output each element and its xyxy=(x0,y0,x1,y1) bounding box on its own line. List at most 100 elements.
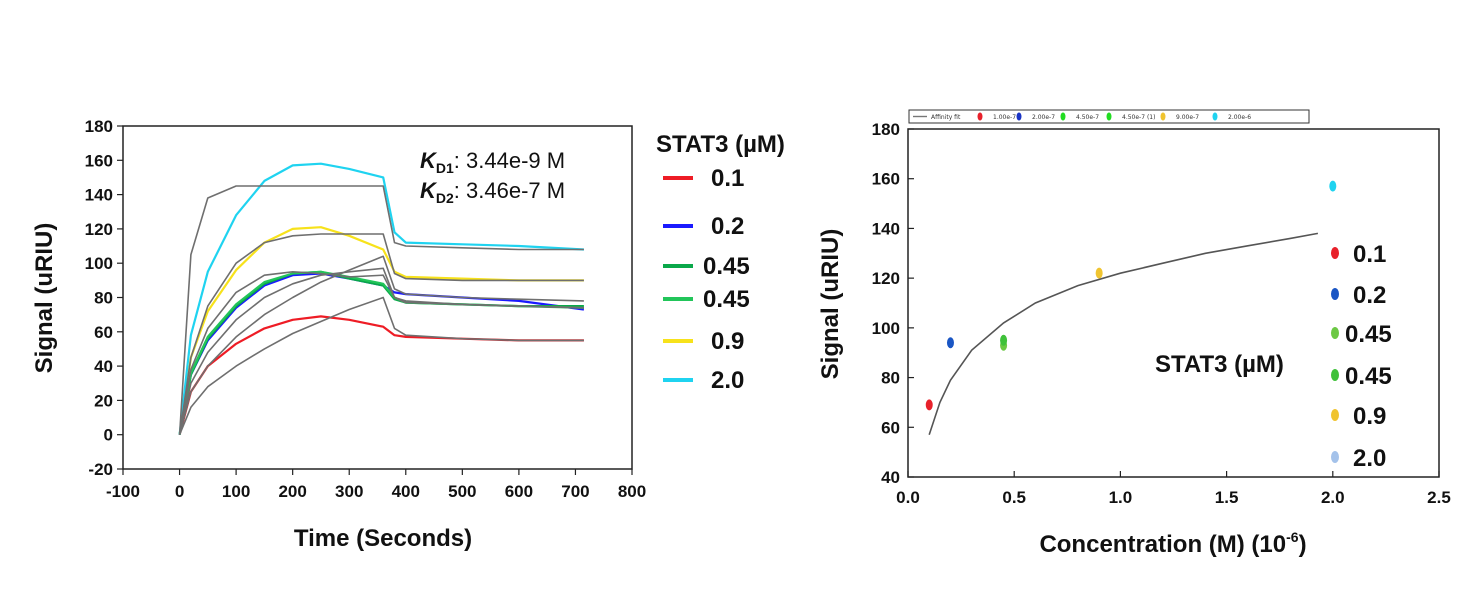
right-x-tick-label: 0.5 xyxy=(1002,488,1026,507)
mini-legend-dot xyxy=(1060,112,1066,121)
right-y-tick-label: 100 xyxy=(872,319,900,338)
mini-legend-dot xyxy=(1212,112,1218,121)
right-y-tick-label: 60 xyxy=(881,418,900,437)
left-x-tick-label: 200 xyxy=(278,482,306,501)
sensorgram-fit-line xyxy=(178,255,584,435)
right-x-axis-title: Concentration (M) (10-6) xyxy=(1039,529,1306,558)
affinity-point-0.2 xyxy=(946,337,954,349)
left-legend-label: 0.45 xyxy=(703,253,750,280)
affinity-point-0.9 xyxy=(1095,267,1103,279)
sensorgram-fit-line xyxy=(178,296,584,436)
right-x-ticks: 0.0 0.5 1.0 1.5 2.0 2.5 xyxy=(896,471,1451,507)
mini-legend-dot xyxy=(1160,112,1166,121)
left-x-ticks: -100 0 100 200 300 400 500 600 700 800 xyxy=(106,469,646,501)
right-plot-frame xyxy=(907,128,1440,478)
affinity-point-2.0 xyxy=(1329,180,1337,192)
left-legend-label: 0.1 xyxy=(711,165,744,192)
right-y-tick-label: 140 xyxy=(872,219,900,238)
right-legend-label: 0.1 xyxy=(1353,241,1386,268)
left-x-tick-label: 700 xyxy=(561,482,589,501)
left-y-tick-label: 0 xyxy=(104,426,113,445)
affinity-mini-legend: Affinity fit 1.00e-7 2.00e-7 4.50e-7 4.50e-7… xyxy=(908,109,1310,124)
sensorgram-series-0.9 xyxy=(178,226,584,435)
right-legend: 0.1 0.2 0.45 0.45 0.9 2.0 xyxy=(1331,241,1392,472)
right-x-tick-label: 2.5 xyxy=(1427,488,1451,507)
left-y-ticks: -20 0 20 40 60 80 100 120 140 160 180 xyxy=(85,117,123,479)
mini-legend-label: 4.50e-7 (1) xyxy=(1122,114,1155,121)
left-y-tick-label: 20 xyxy=(94,391,113,410)
right-legend-marker xyxy=(1331,327,1339,339)
kd2-subscript: D2 xyxy=(436,190,454,206)
kd1-value: : 3.44e-9 M xyxy=(454,148,565,173)
left-x-tick-label: 300 xyxy=(335,482,363,501)
right-y-tick-label: 40 xyxy=(881,468,900,487)
sensorgram-fit-line xyxy=(178,233,584,435)
kd2-symbol: K xyxy=(420,178,438,203)
right-x-tick-label: 1.5 xyxy=(1215,488,1239,507)
kd1-symbol: K xyxy=(420,148,438,173)
right-x-tick-label: 0.0 xyxy=(896,488,920,507)
left-legend-title: STAT3 (µM) xyxy=(656,131,785,158)
left-legend-label: 2.0 xyxy=(711,367,744,394)
mini-legend-dot xyxy=(1016,112,1022,121)
left-x-tick-label: 600 xyxy=(505,482,533,501)
left-legend-label: 0.9 xyxy=(711,328,744,355)
kd2-annotation: KD2: 3.46e-7 M xyxy=(420,178,565,206)
mini-legend-dot xyxy=(1106,112,1112,121)
right-x-tick-label: 2.0 xyxy=(1321,488,1345,507)
left-legend: 0.1 0.2 0.45 0.45 0.9 2.0 xyxy=(663,165,750,394)
right-legend-label: 0.2 xyxy=(1353,282,1386,309)
affinity-fit-curve xyxy=(928,232,1319,435)
affinity-fit-line xyxy=(928,232,1319,435)
right-y-tick-label: 80 xyxy=(881,369,900,388)
left-x-tick-label: 800 xyxy=(618,482,646,501)
right-y-ticks: 40 60 80 100 120 140 160 180 xyxy=(872,120,914,487)
left-y-tick-label: 180 xyxy=(85,117,113,136)
sensorgram-chart: -100 0 100 200 300 400 500 600 700 800 -20 0 20 40 60… xyxy=(31,117,785,552)
left-x-tick-label: -100 xyxy=(106,482,140,501)
sensorgram-fit-line xyxy=(178,267,584,435)
left-x-tick-label: 500 xyxy=(448,482,476,501)
mini-legend-label: 1.00e-7 xyxy=(993,114,1016,121)
right-y-tick-label: 180 xyxy=(872,120,900,139)
kd1-annotation: KD1: 3.44e-9 M xyxy=(420,148,565,176)
right-y-tick-label: 120 xyxy=(872,269,900,288)
right-legend-label: 0.45 xyxy=(1345,321,1392,348)
affinity-chart: 0.0 0.5 1.0 1.5 2.0 2.5 40 60 80 100 120 140 160 180… xyxy=(817,109,1451,558)
left-y-tick-label: 140 xyxy=(85,186,113,205)
right-y-tick-label: 160 xyxy=(872,170,900,189)
left-y-tick-label: 60 xyxy=(94,323,113,342)
right-legend-title: STAT3 (µM) xyxy=(1155,351,1284,378)
sensorgram-series-0.45 xyxy=(178,270,584,435)
left-y-tick-label: 160 xyxy=(85,151,113,170)
right-y-axis-title: Signal (uRIU) xyxy=(817,229,844,380)
mini-legend-label: 2.00e-6 xyxy=(1228,114,1251,121)
sensorgram-fit-curves xyxy=(178,185,584,436)
mini-legend-label: Affinity fit xyxy=(931,114,961,121)
left-legend-label: 0.2 xyxy=(711,213,744,240)
affinity-points xyxy=(925,180,1337,411)
right-legend-marker xyxy=(1331,247,1339,259)
left-y-tick-label: 40 xyxy=(94,357,113,376)
mini-legend-label: 4.50e-7 xyxy=(1076,114,1099,121)
sensorgram-fit-line xyxy=(178,270,584,435)
right-x-tick-label: 1.0 xyxy=(1109,488,1133,507)
right-x-axis-title-end: ) xyxy=(1299,531,1307,558)
affinity-point-0.45 xyxy=(1000,334,1008,346)
sensorgram-series-0.45 xyxy=(178,270,584,435)
right-legend-marker xyxy=(1331,288,1339,300)
sensorgram-series-2.0 xyxy=(178,162,584,435)
kd2-value: : 3.46e-7 M xyxy=(454,178,565,203)
right-legend-marker xyxy=(1331,369,1339,381)
right-legend-label: 0.45 xyxy=(1345,363,1392,390)
kd1-subscript: D1 xyxy=(436,160,454,176)
sensorgram-fit-line xyxy=(178,185,584,435)
left-x-tick-label: 100 xyxy=(222,482,250,501)
right-legend-label: 0.9 xyxy=(1353,403,1386,430)
right-legend-label: 2.0 xyxy=(1353,445,1386,472)
mini-legend-dot xyxy=(977,112,983,121)
left-y-tick-label: 80 xyxy=(94,289,113,308)
left-y-tick-label: 120 xyxy=(85,220,113,239)
mini-legend-label: 2.00e-7 xyxy=(1032,114,1055,121)
